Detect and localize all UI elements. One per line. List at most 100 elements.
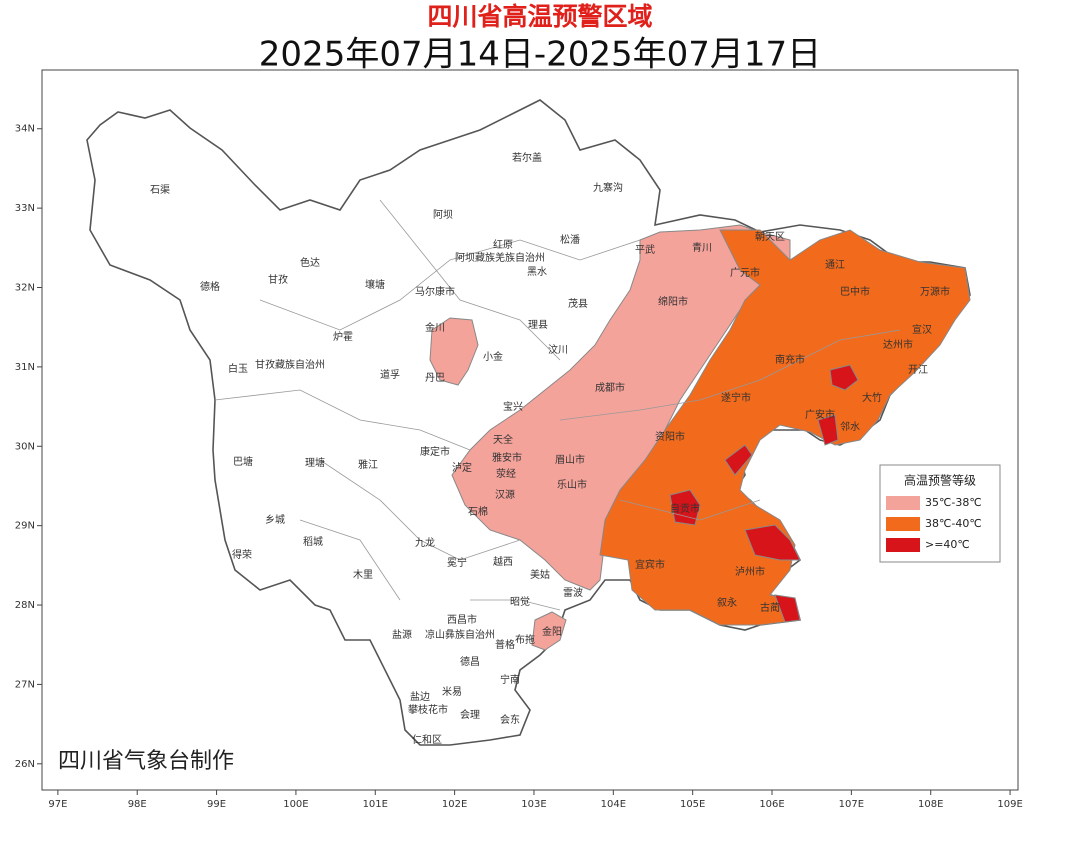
place-label: 德格 <box>200 280 220 293</box>
place-label: 仁和区 <box>412 734 442 746</box>
place-label: 达州市 <box>883 338 913 351</box>
warning-area <box>451 224 791 591</box>
place-label: 马尔康市 <box>415 285 455 298</box>
place-label: 泸定 <box>452 461 472 474</box>
place-label: 会东 <box>500 713 520 726</box>
x-tick-label: 98E <box>128 799 147 810</box>
place-label: 若尔盖 <box>512 151 542 164</box>
place-label: 朝天区 <box>755 231 785 243</box>
place-label: 自贡市 <box>670 502 700 515</box>
place-label: 平武 <box>635 243 655 256</box>
place-label: 石渠 <box>150 184 170 196</box>
place-label: 雅江 <box>358 458 378 471</box>
warning-area <box>744 524 801 561</box>
warning-area <box>599 229 971 626</box>
place-label: 甘孜藏族自治州 <box>255 358 325 371</box>
place-label: 小金 <box>483 350 503 363</box>
x-tick-label: 105E <box>680 799 705 810</box>
place-label: 雅安市 <box>492 451 522 464</box>
place-label: 壤塘 <box>365 278 385 291</box>
legend-label: 35℃-38℃ <box>925 496 982 509</box>
place-label: 盐源 <box>392 628 412 641</box>
x-tick-label: 106E <box>759 799 784 810</box>
place-label: 得荣 <box>232 549 252 561</box>
place-label: 绵阳市 <box>658 295 688 308</box>
place-label: 布拖 <box>515 633 535 646</box>
place-label: 米易 <box>442 685 462 698</box>
legend-swatch <box>886 538 920 552</box>
y-tick-label: 26N <box>15 759 35 770</box>
place-label: 乐山市 <box>557 478 587 491</box>
place-label: 广元市 <box>730 266 760 279</box>
place-label: 九龙 <box>415 536 435 549</box>
y-tick-label: 30N <box>15 441 35 452</box>
place-label: 西昌市 <box>447 613 477 626</box>
place-label: 万源市 <box>920 285 950 298</box>
warning-area <box>669 489 701 526</box>
place-label: 巴中市 <box>840 285 870 298</box>
legend-label: >=40℃ <box>925 538 970 551</box>
place-label: 木里 <box>353 569 373 581</box>
place-label: 石棉 <box>468 505 488 518</box>
warning-area <box>774 594 801 623</box>
y-tick-label: 27N <box>15 679 35 690</box>
place-label: 茂县 <box>568 297 588 310</box>
warning-area <box>817 414 839 446</box>
warning-area <box>829 364 859 391</box>
place-label: 凉山彝族自治州 <box>425 628 495 641</box>
regions <box>86 99 971 746</box>
x-tick-label: 107E <box>839 799 864 810</box>
county-border <box>214 199 901 611</box>
place-label: 康定市 <box>420 445 450 458</box>
place-label: 松潘 <box>560 233 580 246</box>
map-title: 四川省高温预警区域 <box>427 2 652 31</box>
y-tick-label: 31N <box>15 362 35 373</box>
place-label: 宜宾市 <box>635 558 665 571</box>
place-label: 金阳 <box>542 625 562 638</box>
x-tick-label: 103E <box>521 799 546 810</box>
legend-label: 38℃-40℃ <box>925 517 982 530</box>
place-label: 天全 <box>493 433 513 446</box>
place-label: 阿坝藏族羌族自治州 <box>455 251 545 264</box>
place-label: 汶川 <box>548 343 568 356</box>
x-tick-label: 102E <box>442 799 467 810</box>
place-label: 九寨沟 <box>593 181 623 194</box>
place-label: 会理 <box>460 708 480 721</box>
place-label: 红原 <box>493 238 513 251</box>
place-label: 理县 <box>528 319 548 331</box>
legend: 高温预警等级 35℃-38℃ 38℃-40℃ >=40℃ <box>879 464 1001 563</box>
place-label: 南充市 <box>775 353 805 366</box>
place-label: 阿坝 <box>433 209 453 221</box>
place-label: 宝兴 <box>503 400 523 413</box>
place-label: 稻城 <box>303 536 323 548</box>
place-label: 色达 <box>300 256 320 269</box>
place-label: 荥经 <box>496 467 516 480</box>
place-label: 青川 <box>692 241 712 254</box>
place-label: 德昌 <box>460 655 480 668</box>
place-label: 眉山市 <box>555 453 585 466</box>
map-subtitle: 2025年07月14日-2025年07月17日 <box>259 35 821 75</box>
place-label: 古蔺 <box>760 601 780 614</box>
y-tick-label: 32N <box>15 283 35 294</box>
place-label: 黑水 <box>527 266 547 278</box>
place-label: 白玉 <box>228 362 248 375</box>
place-label: 大竹 <box>862 391 882 404</box>
x-tick-label: 109E <box>997 799 1022 810</box>
place-label: 成都市 <box>595 381 625 394</box>
place-label: 越西 <box>493 555 513 568</box>
y-tick-label: 29N <box>15 521 35 532</box>
legend-title: 高温预警等级 <box>904 473 976 488</box>
place-label: 理塘 <box>305 456 325 469</box>
warning-area <box>429 317 479 386</box>
y-tick-label: 34N <box>15 124 35 135</box>
x-tick-label: 108E <box>918 799 943 810</box>
place-label: 昭觉 <box>510 596 530 608</box>
warning-area <box>531 611 567 651</box>
place-label: 宁南 <box>500 673 520 686</box>
place-label: 通江 <box>825 259 845 271</box>
place-label: 甘孜 <box>268 273 288 286</box>
place-label: 巴塘 <box>233 455 253 468</box>
place-label: 冕宁 <box>447 556 467 569</box>
